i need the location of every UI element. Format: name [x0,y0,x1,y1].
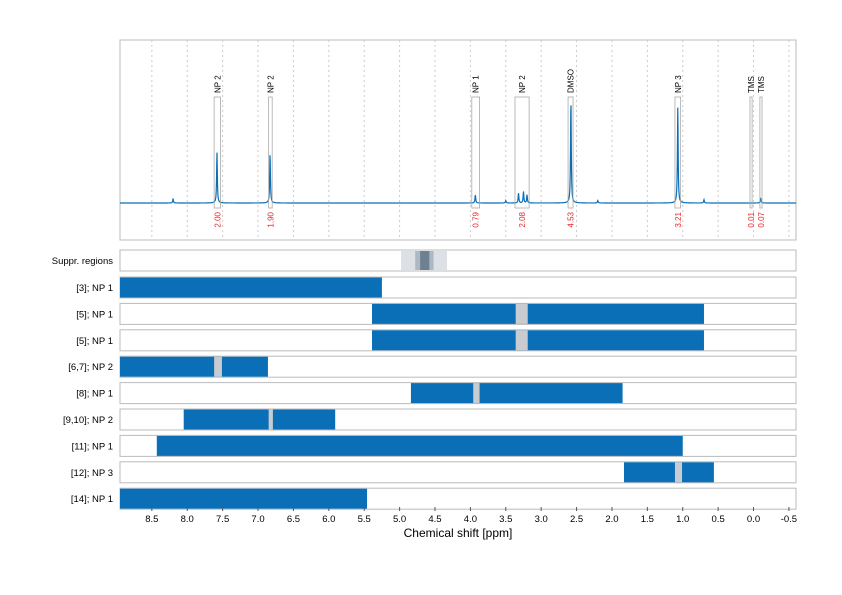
spectrum-frame [119,39,797,241]
fit-range-bar [183,409,336,430]
x-tick-label: 4.5 [428,514,441,525]
annotation-box [749,96,753,209]
fit-row-label: [5]; NP 1 [76,336,113,347]
x-tick-label: 7.5 [216,514,229,525]
annotation-box [567,96,574,209]
integral-value: 0.01 [747,211,756,227]
spectrum-line [120,105,796,204]
annotation-box [268,96,273,209]
fit-row-label: [5]; NP 1 [76,309,113,320]
x-tick-label: 3.0 [535,514,548,525]
annotation-label: NP 2 [213,75,222,93]
peak-marker [515,330,528,351]
x-tick-label: 6.5 [287,514,300,525]
x-tick-label: 0.0 [747,514,760,525]
x-tick-label: 5.0 [393,514,406,525]
annotation-box [759,96,763,209]
fit-rows: Suppr. regions [3]; NP 1 [5]; NP 1 [5]; NP … [52,249,797,510]
fit-row-label: [3]; NP 1 [76,283,113,294]
fit-range-bar [371,303,704,324]
integral-value: 2.08 [518,211,527,227]
peak-marker [674,462,683,483]
x-tick-label: -0.5 [781,514,797,525]
suppression-row-frame [119,249,797,272]
x-tick-label: 2.0 [605,514,618,525]
peak-marker [515,303,528,324]
fit-row-label: [6,7]; NP 2 [68,362,113,373]
fit-range-bar [120,488,368,509]
peak-marker [214,356,222,377]
x-tick-label: 6.0 [322,514,335,525]
annotation-label: TMS [747,76,756,93]
fit-row-label: [9,10]; NP 2 [63,415,113,426]
integral-value: 2.00 [213,211,222,227]
annotation-label: NP 1 [472,75,481,93]
annotation-label: NP 2 [518,75,527,93]
spectrum-panel: NP 2 2.00 NP 2 1.90 NP 1 0.79 NP 2 2.08 DMSO 4.53… [119,39,797,241]
x-tick-label: 7.0 [251,514,264,525]
x-tick-label: 1.5 [641,514,654,525]
suppression-inner [420,251,430,270]
fit-range-bar [371,330,704,351]
fit-range-bar [410,383,623,404]
annotation-box [213,96,221,209]
fit-range-bar [120,277,382,298]
x-tick-label: 3.5 [499,514,512,525]
fit-row-label: [8]; NP 1 [76,389,113,400]
annotation-label: NP 3 [674,75,683,93]
fit-range-bar [156,435,683,456]
integral-value: 0.07 [757,211,766,227]
peak-marker [473,383,480,404]
x-axis: 8.5 8.0 7.5 7.0 6.5 6.0 5.5 5.0 4.5 4.0 3.5 3.0 2.5 2… [145,507,797,525]
integral-value: 3.21 [674,211,683,227]
integral-value: 1.90 [266,211,275,227]
x-tick-label: 8.0 [181,514,194,525]
fit-range-bar [120,356,268,377]
x-tick-label: 2.5 [570,514,583,525]
annotation-label: DMSO [567,69,576,93]
integral-value: 4.53 [567,211,576,227]
annotation-label: TMS [757,76,766,93]
integral-value: 0.79 [472,211,481,227]
x-tick-label: 4.0 [464,514,477,525]
fit-range-bar [623,462,714,483]
x-tick-label: 0.5 [712,514,725,525]
x-tick-label: 8.5 [145,514,158,525]
x-tick-label: 1.0 [676,514,689,525]
fit-row-label: [11]; NP 1 [72,441,113,452]
annotation-box [514,96,530,209]
fit-row-label: [12]; NP 3 [71,468,113,479]
annotation-box [471,96,480,209]
annotation-box [674,96,682,209]
peak-marker [268,409,273,430]
x-tick-label: 5.5 [358,514,371,525]
suppression-row-label: Suppr. regions [52,256,114,267]
x-axis-label: Chemical shift [ppm] [404,526,513,540]
fit-row-label: [14]; NP 1 [71,494,113,505]
annotation-label: NP 2 [266,75,275,93]
